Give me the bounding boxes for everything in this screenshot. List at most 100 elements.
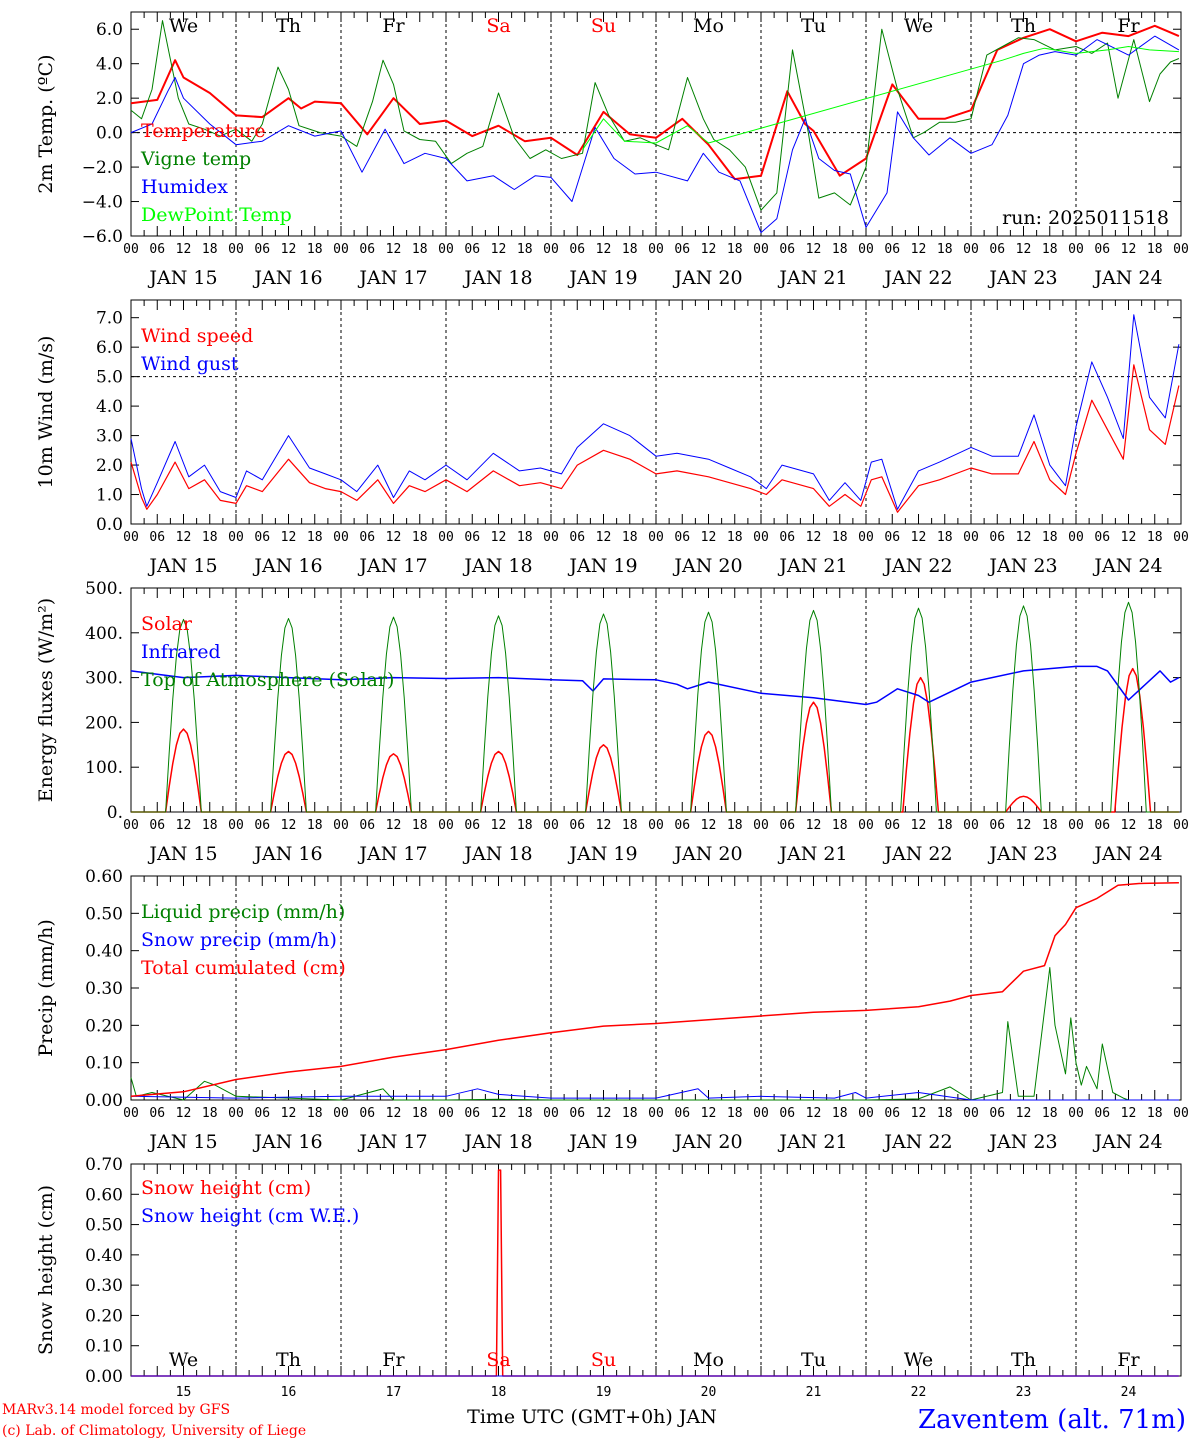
hour-label: 12 <box>176 1106 192 1121</box>
footer: MARv3.14 model forced by GFS (c) Lab. of … <box>2 1402 1186 1439</box>
weekday-label: Su <box>591 1349 616 1371</box>
hour-label: 12 <box>596 242 612 257</box>
date-label: JAN 20 <box>672 1131 742 1153</box>
hour-label: 12 <box>281 818 297 833</box>
hour-label: 12 <box>701 242 717 257</box>
model-credit: MARv3.14 model forced by GFS <box>2 1402 230 1418</box>
weekday-label: Fr <box>1117 1349 1140 1371</box>
hour-label: 12 <box>281 242 297 257</box>
hour-label: 18 <box>937 818 953 833</box>
y-tick-label: 0.40 <box>85 1246 123 1266</box>
y-tick-label: 0.60 <box>85 1185 123 1205</box>
y-tick-label: 0.50 <box>85 1216 123 1236</box>
series-top-of-atmosphere-solar <box>131 601 1179 813</box>
hour-label: 00 <box>648 530 664 545</box>
series-humidex <box>130 35 1180 234</box>
hour-label: 00 <box>1173 530 1189 545</box>
hour-label: 12 <box>596 818 612 833</box>
day-number-label: 22 <box>911 1385 927 1400</box>
y-tick-label: 0.20 <box>85 1016 123 1036</box>
hour-label: 06 <box>149 818 165 833</box>
hour-label: 12 <box>386 242 402 257</box>
hour-label: 00 <box>438 818 454 833</box>
date-label: JAN 22 <box>882 555 952 577</box>
hour-label: 06 <box>884 1106 900 1121</box>
hour-label: 06 <box>779 530 795 545</box>
date-label: JAN 16 <box>252 555 322 577</box>
hour-label: 12 <box>701 1106 717 1121</box>
hour-label: 12 <box>491 242 507 257</box>
hour-label: 18 <box>412 818 428 833</box>
legend-entry: DewPoint Temp <box>141 204 292 226</box>
day-number-label: 15 <box>176 1385 192 1400</box>
day-number-label: 18 <box>491 1385 507 1400</box>
hour-label: 18 <box>517 242 533 257</box>
panel-3: 500. 400. 300. 200. 100. 0. Energy fluxes (W/m… <box>35 579 1189 865</box>
y-tick-label: 200. <box>85 713 123 733</box>
legend-entry: Wind speed <box>141 325 253 347</box>
hour-label: 18 <box>1147 818 1163 833</box>
series-snow-precip-mm-h <box>130 1088 1179 1101</box>
hour-label: 12 <box>911 818 927 833</box>
hour-label: 12 <box>1016 818 1032 833</box>
hour-label: 00 <box>1173 242 1189 257</box>
hour-label: 06 <box>674 818 690 833</box>
y-tick-label: 3.0 <box>96 427 123 447</box>
y-tick-label: 0.10 <box>85 1337 123 1357</box>
hour-label: 00 <box>228 530 244 545</box>
date-label: JAN 16 <box>252 267 322 289</box>
y-tick-label: 300. <box>85 669 123 689</box>
hour-label: 18 <box>622 818 638 833</box>
hour-label: 06 <box>254 1106 270 1121</box>
date-label: JAN 24 <box>1092 267 1162 289</box>
weekday-label: Fr <box>382 1349 405 1371</box>
weekday-label: Su <box>591 15 616 37</box>
hour-label: 06 <box>569 242 585 257</box>
y-tick-label: 0.10 <box>85 1054 123 1074</box>
hour-label: 06 <box>464 1106 480 1121</box>
date-label: JAN 24 <box>1092 555 1162 577</box>
legend-entry: Wind gust <box>141 353 239 375</box>
y-tick-label: 0.60 <box>85 867 123 887</box>
run-annotation: run: 2025011518 <box>1002 207 1169 229</box>
hour-label: 18 <box>1147 242 1163 257</box>
date-label: JAN 18 <box>462 267 532 289</box>
y-tick-label: 0.30 <box>85 1276 123 1296</box>
hour-label: 18 <box>937 1106 953 1121</box>
y-tick-label: 0.00 <box>85 1091 123 1111</box>
hour-label: 00 <box>1068 1106 1084 1121</box>
date-label: JAN 23 <box>987 555 1057 577</box>
day-number-label: 16 <box>281 1385 297 1400</box>
hour-label: 00 <box>753 1106 769 1121</box>
date-label: JAN 21 <box>777 1131 847 1153</box>
hour-label: 06 <box>149 530 165 545</box>
y-tick-label: −2.0 <box>82 158 123 178</box>
hour-label: 06 <box>1094 1106 1110 1121</box>
y-tick-label: 0. <box>107 803 123 823</box>
hour-label: 12 <box>176 242 192 257</box>
hour-label: 12 <box>491 818 507 833</box>
legend-entry: Snow height (cm W.E.) <box>141 1205 359 1227</box>
date-label: JAN 24 <box>1092 843 1162 865</box>
hour-label: 12 <box>1121 818 1137 833</box>
panel-1: 6.0 4.0 2.0 0.0 −2.0 −4.0 −6.0 2m Temp. (ºC) 00 0… <box>35 11 1189 289</box>
panel-2: 7.0 6.0 5.0 4.0 3.0 2.0 1.0 0.0 10m Wind (m/s) 00… <box>35 299 1189 577</box>
hour-label: 00 <box>1173 818 1189 833</box>
plot-frame <box>130 299 1182 525</box>
hour-label: 18 <box>307 1106 323 1121</box>
legend-entry: Humidex <box>141 176 228 198</box>
legend-entry: Total cumulated (cm) <box>141 957 346 979</box>
weekday-label: Tu <box>801 1349 826 1371</box>
hour-label: 00 <box>543 530 559 545</box>
legend-entry: Infrared <box>141 641 221 663</box>
hour-label: 00 <box>123 530 139 545</box>
hour-label: 06 <box>254 818 270 833</box>
series-vigne-temp <box>130 20 1180 211</box>
day-number-label: 17 <box>386 1385 402 1400</box>
hour-label: 00 <box>228 1106 244 1121</box>
hour-label: 06 <box>674 1106 690 1121</box>
legend-entry: Solar <box>141 613 193 635</box>
hour-label: 06 <box>779 1106 795 1121</box>
hour-label: 00 <box>1068 242 1084 257</box>
y-tick-label: −4.0 <box>82 193 123 213</box>
